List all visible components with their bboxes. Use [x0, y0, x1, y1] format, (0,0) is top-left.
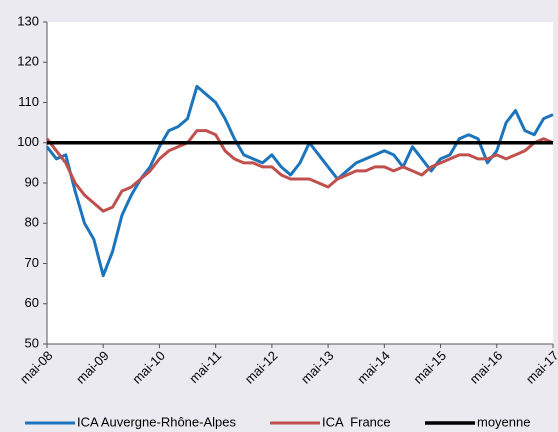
x-tick-label: mai-11 [186, 348, 224, 386]
series-line [45, 129, 554, 213]
y-tick-label: 120 [17, 54, 39, 69]
series-line [45, 84, 554, 278]
y-tick-label: 110 [18, 94, 39, 109]
y-tick-label: 70 [25, 255, 39, 270]
y-tick-label: 130 [17, 13, 39, 28]
x-tick-label: mai-17 [523, 348, 558, 387]
y-tick-label: 50 [25, 335, 39, 350]
x-tick-label: mai-10 [129, 348, 168, 387]
x-tick-label: mai-16 [467, 348, 506, 387]
x-tick-label: mai-08 [17, 348, 56, 387]
y-tick-label: 90 [25, 174, 39, 189]
x-tick-label: mai-09 [73, 348, 112, 387]
x-tick-label: mai-13 [298, 348, 337, 387]
x-tick-label: mai-15 [410, 348, 449, 387]
x-tick-label: mai-14 [354, 348, 393, 387]
x-tick-label: mai-12 [242, 348, 281, 387]
y-tick-label: 100 [17, 134, 39, 149]
y-tick-label: 60 [25, 295, 39, 310]
plot-area [47, 22, 553, 344]
legend-label: moyenne [477, 414, 530, 429]
legend-label: ICA France [322, 414, 391, 429]
y-tick-label: 80 [25, 215, 39, 230]
legend-label: ICA Auvergne-Rhône-Alpes [77, 414, 236, 429]
